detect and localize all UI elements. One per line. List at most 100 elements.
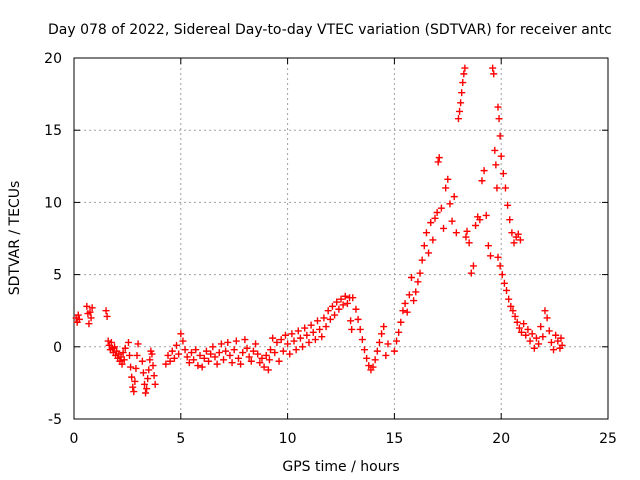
data-point (358, 336, 366, 344)
data-point (281, 331, 289, 339)
data-point (500, 279, 508, 287)
data-point (294, 327, 302, 335)
data-point (222, 347, 230, 355)
data-point (418, 256, 426, 264)
data-point (138, 357, 146, 365)
data-point (213, 360, 221, 368)
data-point (185, 359, 193, 367)
data-point (490, 70, 498, 78)
data-point (187, 349, 195, 357)
data-point (121, 344, 129, 352)
data-point (292, 346, 300, 354)
data-point (88, 304, 96, 312)
data-point (524, 325, 532, 333)
data-point (435, 154, 443, 162)
data-point (277, 336, 285, 344)
data-point (516, 236, 524, 244)
data-point (397, 318, 405, 326)
y-tick-label: 15 (44, 123, 62, 139)
data-point (120, 356, 128, 364)
data-point (333, 298, 341, 306)
data-point (547, 338, 555, 346)
data-point (431, 214, 439, 222)
data-point (151, 380, 159, 388)
data-point (107, 338, 115, 346)
data-point (211, 353, 219, 361)
data-point (85, 320, 93, 328)
data-point (422, 229, 430, 237)
y-tick-label: 10 (44, 195, 62, 211)
data-point (168, 347, 176, 355)
data-point (467, 269, 475, 277)
data-point (494, 253, 502, 261)
data-point (217, 340, 225, 348)
data-point (86, 308, 94, 316)
data-point (239, 349, 247, 357)
data-point (311, 336, 319, 344)
data-point (145, 366, 153, 374)
data-point (140, 380, 148, 388)
data-point (170, 354, 178, 362)
data-point (365, 362, 373, 370)
data-point (224, 338, 232, 346)
data-point (356, 325, 364, 333)
data-point (539, 333, 547, 341)
data-point (196, 351, 204, 359)
data-point (256, 359, 264, 367)
data-point (458, 89, 466, 97)
x-tick-label: 20 (492, 431, 510, 447)
data-point (215, 349, 223, 357)
data-point (427, 219, 435, 227)
x-tick-label: 10 (279, 431, 297, 447)
data-point (162, 360, 170, 368)
data-point (133, 351, 141, 359)
data-point (290, 337, 298, 345)
data-point (506, 216, 514, 224)
data-point (164, 351, 172, 359)
data-point (497, 152, 505, 160)
data-point (314, 317, 322, 325)
data-point (491, 146, 499, 154)
data-point (301, 324, 309, 332)
data-point (543, 314, 551, 322)
data-point (478, 177, 486, 185)
data-point (369, 363, 377, 371)
data-point (181, 346, 189, 354)
data-point (305, 338, 313, 346)
data-point (545, 327, 553, 335)
data-point (493, 184, 501, 192)
data-point (492, 161, 500, 169)
data-point (496, 262, 504, 270)
data-point (127, 363, 135, 371)
data-point (234, 354, 242, 362)
x-tick-label: 0 (70, 431, 79, 447)
data-point (258, 354, 266, 362)
data-point (378, 330, 386, 338)
data-point (139, 369, 147, 377)
data-point (507, 302, 515, 310)
data-point (339, 301, 347, 309)
data-point (343, 299, 351, 307)
data-point (179, 337, 187, 345)
data-point (541, 307, 549, 315)
data-point (275, 357, 283, 365)
data-point (166, 357, 174, 365)
data-point (390, 347, 398, 355)
data-point (393, 337, 401, 345)
data-point (444, 175, 452, 183)
data-point (148, 350, 156, 358)
data-point (198, 363, 206, 371)
data-point (517, 328, 525, 336)
data-point (440, 224, 448, 232)
tick-layer: 0 5 10 15 20 25 -5 0 5 10 15 20 (44, 51, 617, 447)
data-point (220, 356, 228, 364)
data-point (149, 362, 157, 370)
data-point (104, 337, 112, 345)
data-point (450, 193, 458, 201)
data-point (446, 200, 454, 208)
data-point (550, 346, 558, 354)
data-point (87, 314, 95, 322)
x-axis-label: GPS time / hours (282, 459, 399, 475)
